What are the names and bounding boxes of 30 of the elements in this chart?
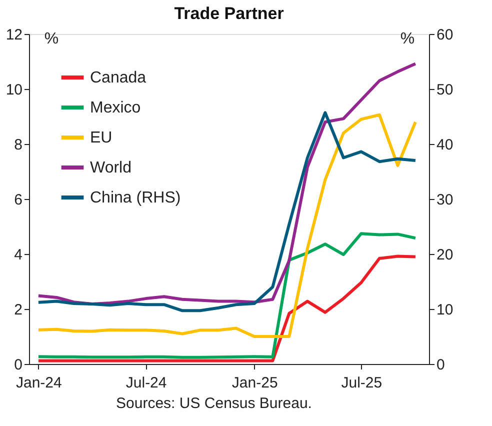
- line-series: [36, 62, 417, 306]
- y2-tick-label: 40: [436, 136, 454, 154]
- chart-title: Trade Partner: [174, 4, 284, 23]
- legend-label: China (RHS): [90, 190, 181, 206]
- legend-label: World: [90, 160, 132, 176]
- y-tick-label: 6: [14, 192, 22, 208]
- y-tick-label: 8: [14, 136, 22, 154]
- x-tick-label: Jan-24: [16, 374, 62, 392]
- y2-tick-label: 50: [436, 82, 454, 98]
- x-tick-label: Jul-25: [341, 374, 382, 392]
- x-tick-label: Jul-24: [126, 374, 167, 392]
- x-tick-label: Jan-25: [232, 374, 278, 392]
- line-series: [36, 232, 417, 359]
- legend-label: Mexico: [90, 100, 141, 116]
- y-tick-label: 2: [14, 302, 22, 318]
- y-axis-title: %: [44, 30, 59, 48]
- y-tick-label: 10: [6, 82, 22, 98]
- y2-tick-label: 30: [436, 192, 454, 208]
- source-note: Sources: US Census Bureau.: [116, 395, 312, 412]
- y2-axis-title: %: [400, 30, 415, 48]
- legend-label: Canada: [90, 70, 146, 86]
- y-tick-label: 4: [14, 246, 22, 264]
- legend-label: EU: [90, 130, 112, 146]
- y2-tick-label: 60: [436, 26, 454, 44]
- y2-tick-label: 20: [436, 246, 454, 264]
- y2-tick-label: 10: [436, 302, 454, 318]
- y-tick-label: 0: [14, 356, 22, 374]
- line-series: [36, 254, 417, 362]
- y2-tick-label: 0: [436, 356, 445, 374]
- y-tick-label: 12: [6, 26, 22, 44]
